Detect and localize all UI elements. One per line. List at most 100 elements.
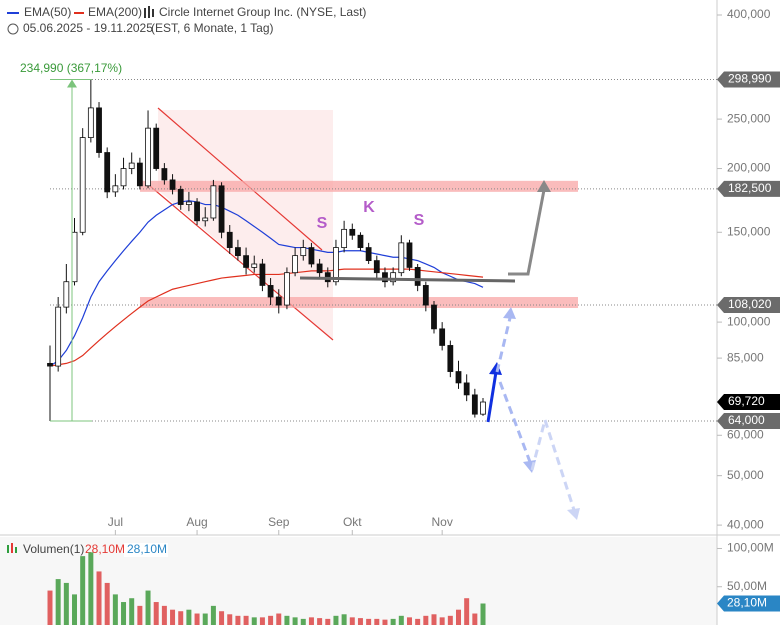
y-tick-label: 150,000 — [727, 224, 771, 238]
volume-bar — [431, 614, 437, 625]
arrow-head — [489, 362, 502, 375]
volume-bar — [72, 594, 78, 625]
target-arrow — [508, 189, 546, 276]
volume-bar — [96, 571, 102, 625]
candle-body — [243, 255, 249, 268]
candle-body — [177, 189, 184, 205]
candle-body — [251, 263, 258, 268]
volume-bar — [178, 611, 184, 625]
volume-bar — [186, 609, 192, 625]
candle-body — [398, 242, 405, 274]
candle-body — [333, 247, 339, 283]
volume-bar — [292, 617, 298, 625]
zone — [140, 297, 578, 309]
volume-bar — [480, 603, 486, 625]
volume-bar — [456, 609, 461, 625]
volume-icon — [7, 545, 9, 553]
volume-bar — [235, 615, 241, 625]
x-tick-label: Aug — [186, 515, 207, 529]
candle-body — [447, 345, 454, 372]
candle-body — [169, 179, 176, 190]
price-tag-label: 298,990 — [728, 72, 772, 86]
scenario-arrow — [495, 317, 512, 373]
candle-body — [382, 272, 388, 283]
chart-title: Circle Internet Group Inc. (NYSE, Last) — [159, 5, 366, 19]
volume-bar — [161, 605, 167, 625]
volume-bar — [447, 615, 453, 625]
candle-body — [55, 306, 62, 367]
volume-bar — [129, 598, 135, 625]
subtitle-note: (EST, 6 Monate, 1 Tag) — [151, 21, 274, 35]
candle-body — [63, 281, 70, 308]
candle-body — [136, 162, 143, 187]
arrow-head — [567, 508, 580, 520]
zones — [50, 78, 717, 422]
y-tick-label: 100,00M — [727, 541, 774, 555]
candle-body — [259, 263, 266, 286]
y-tick-label: 40,000 — [727, 517, 764, 531]
volume-bar — [88, 552, 94, 625]
candle-body — [71, 231, 78, 283]
arrow-head — [67, 79, 77, 88]
range-label: 234,990 (367,17%) — [20, 61, 122, 75]
price-tag — [717, 394, 780, 411]
volume-bar — [121, 602, 127, 625]
volume-bar — [423, 615, 429, 625]
volume-bar — [357, 618, 363, 625]
candle-body — [431, 304, 437, 330]
legend-entry: EMA(50) — [24, 5, 71, 19]
candle-body — [349, 228, 356, 236]
candle-body — [308, 247, 315, 265]
scenario-arrow — [543, 419, 576, 511]
volume-bar — [366, 618, 372, 625]
candle-body — [439, 328, 446, 346]
candle-body — [406, 242, 413, 268]
candle-body — [357, 234, 364, 248]
volume-bar — [341, 614, 347, 625]
volume-bar — [398, 615, 404, 625]
price-tag — [717, 297, 780, 314]
y-tick-label: 100,000 — [727, 314, 771, 328]
price-tag-label: 64,000 — [728, 413, 765, 427]
volume-bar — [219, 611, 225, 625]
x-tick-label: Jul — [108, 515, 123, 529]
volume-bar — [47, 590, 53, 625]
zone — [140, 180, 578, 192]
volume-legend-value: 28,10M — [127, 542, 167, 556]
volume-bar — [390, 618, 396, 625]
volume-bar — [251, 617, 257, 625]
candle-body — [390, 272, 397, 283]
y-tick-label: 85,000 — [727, 350, 764, 364]
volume-bar — [349, 617, 355, 625]
volume-bar — [374, 618, 380, 625]
candle-body — [471, 394, 478, 415]
volume-icon — [15, 547, 17, 553]
scenario-arrow — [530, 419, 547, 471]
candle-body — [96, 107, 102, 153]
volume-bar — [415, 618, 421, 625]
candle-body — [120, 168, 127, 187]
volume-bar — [194, 613, 200, 625]
candle-body — [161, 168, 168, 181]
candle-body — [275, 296, 282, 306]
plot — [47, 79, 486, 421]
volume-bar — [276, 613, 282, 625]
candle-body — [153, 127, 160, 169]
volume-bar — [308, 617, 314, 625]
pattern-label: S — [414, 212, 425, 229]
volume-bar — [210, 605, 216, 625]
volume-bar — [325, 618, 331, 625]
scenario-arrow — [498, 381, 532, 463]
candle-body — [235, 247, 241, 257]
volume-bar — [317, 618, 323, 625]
volume-bar — [145, 590, 151, 625]
volume-icon — [11, 543, 13, 553]
volume-pane — [0, 537, 717, 625]
volume-tag-label: 28,10M — [727, 596, 767, 610]
pattern-label: S — [317, 215, 328, 232]
candle-body — [194, 201, 200, 222]
volume-bar — [112, 594, 118, 625]
candle-body — [284, 272, 290, 306]
y-tick-label: 60,000 — [727, 427, 764, 441]
